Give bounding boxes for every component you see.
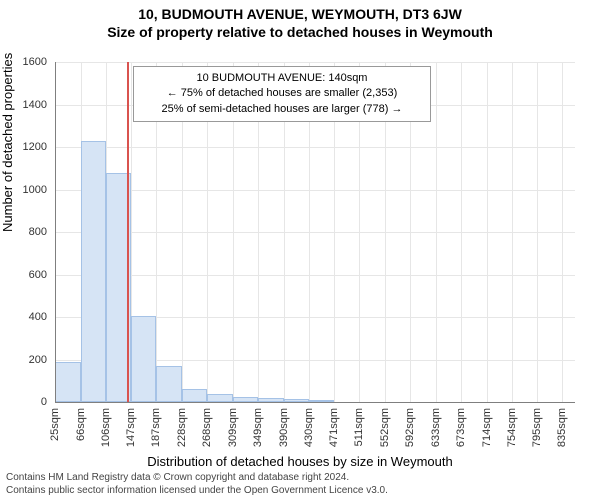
x-tick-label: 552sqm — [379, 408, 391, 447]
x-tick-label: 187sqm — [150, 408, 162, 447]
y-tick-label: 1000 — [7, 184, 47, 196]
x-tick-label: 268sqm — [201, 408, 213, 447]
axis-line — [55, 402, 575, 403]
x-tick-label: 592sqm — [404, 408, 416, 447]
histogram-bar — [207, 394, 233, 403]
x-tick-label: 754sqm — [506, 408, 518, 447]
y-tick-label: 200 — [7, 354, 47, 366]
annotation-box: 10 BUDMOUTH AVENUE: 140sqm← 75% of detac… — [133, 66, 431, 122]
y-tick-label: 1200 — [7, 141, 47, 153]
grid-horizontal — [55, 190, 575, 191]
x-tick-label: 25sqm — [49, 408, 61, 441]
grid-horizontal — [55, 147, 575, 148]
grid-horizontal — [55, 62, 575, 63]
annotation-line: 25% of semi-detached houses are larger (… — [142, 102, 422, 117]
x-tick-label: 349sqm — [252, 408, 264, 447]
annotation-line: ← 75% of detached houses are smaller (2,… — [142, 86, 422, 101]
x-tick-label: 430sqm — [303, 408, 315, 447]
footer-attribution: Contains HM Land Registry data © Crown c… — [6, 472, 388, 497]
x-tick-label: 633sqm — [430, 408, 442, 447]
y-tick-label: 600 — [7, 269, 47, 281]
y-tick-label: 800 — [7, 226, 47, 238]
histogram-bar — [131, 316, 156, 402]
histogram-bar — [81, 141, 106, 402]
footer-line-1: Contains HM Land Registry data © Crown c… — [6, 472, 388, 485]
x-tick-label: 106sqm — [100, 408, 112, 447]
grid-horizontal — [55, 275, 575, 276]
x-axis-title: Distribution of detached houses by size … — [0, 454, 600, 469]
x-tick-label: 714sqm — [481, 408, 493, 447]
plot-area: 25sqm66sqm106sqm147sqm187sqm228sqm268sqm… — [55, 62, 575, 402]
title-line-1: 10, BUDMOUTH AVENUE, WEYMOUTH, DT3 6JW — [0, 0, 600, 22]
x-tick-label: 471sqm — [328, 408, 340, 447]
histogram-bar — [55, 362, 81, 402]
title-line-2: Size of property relative to detached ho… — [0, 22, 600, 40]
grid-horizontal — [55, 232, 575, 233]
x-tick-label: 795sqm — [531, 408, 543, 447]
x-tick-label: 309sqm — [227, 408, 239, 447]
x-tick-label: 390sqm — [278, 408, 290, 447]
y-tick-label: 400 — [7, 311, 47, 323]
reference-marker-line — [127, 62, 129, 402]
histogram-bar — [182, 389, 207, 402]
axis-line — [55, 62, 56, 402]
chart-container: 10, BUDMOUTH AVENUE, WEYMOUTH, DT3 6JW S… — [0, 0, 600, 500]
footer-line-2: Contains public sector information licen… — [6, 485, 388, 498]
x-tick-label: 511sqm — [353, 408, 365, 446]
x-tick-label: 147sqm — [125, 408, 137, 447]
y-tick-label: 1400 — [7, 99, 47, 111]
x-tick-label: 66sqm — [75, 408, 87, 441]
x-tick-label: 228sqm — [176, 408, 188, 447]
histogram-bar — [156, 366, 182, 402]
x-tick-label: 835sqm — [556, 408, 568, 447]
annotation-line: 10 BUDMOUTH AVENUE: 140sqm — [142, 71, 422, 86]
y-tick-label: 0 — [7, 396, 47, 408]
x-tick-label: 673sqm — [455, 408, 467, 447]
y-tick-label: 1600 — [7, 56, 47, 68]
